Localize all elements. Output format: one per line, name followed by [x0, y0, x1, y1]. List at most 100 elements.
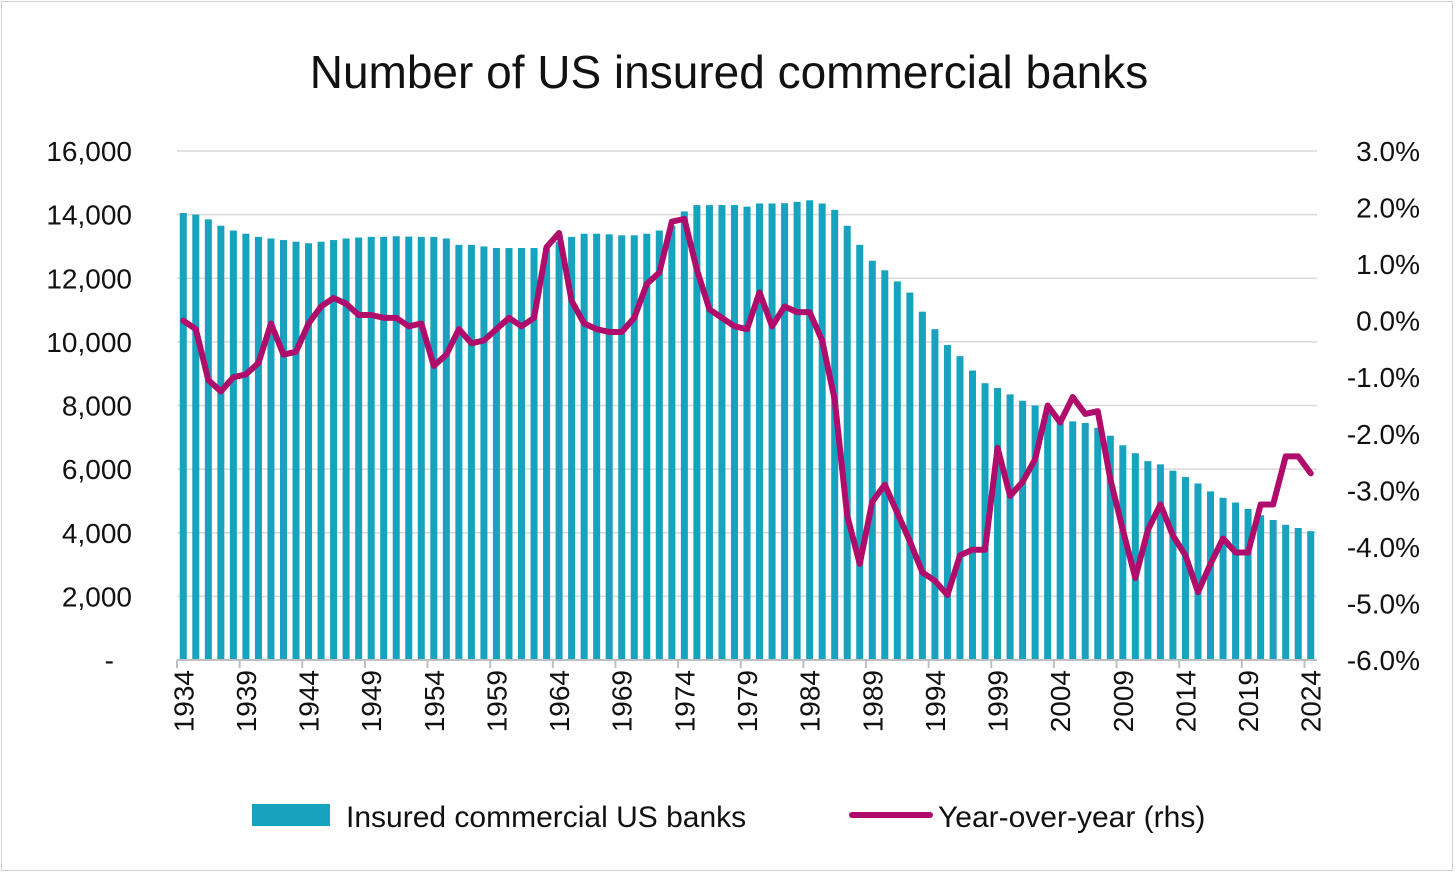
bar-1970	[630, 235, 638, 661]
bar-1955	[442, 238, 450, 661]
x-tick-label: 2019	[1233, 670, 1264, 732]
bar-1973	[668, 225, 676, 660]
x-tick-label: 2004	[1045, 670, 1076, 732]
y-tick-label-right: -6.0%	[1347, 645, 1420, 676]
y-tick-label-left: 12,000	[46, 263, 132, 294]
bar-2017	[1219, 497, 1227, 660]
y-tick-label-left: -	[105, 645, 114, 676]
bar-1962	[530, 248, 538, 660]
bar-2019	[1244, 508, 1252, 660]
bar-2005	[1069, 421, 1077, 660]
bar-1945	[317, 241, 325, 661]
y-tick-label-left: 6,000	[62, 454, 132, 485]
bar-1997	[968, 370, 977, 660]
bar-series	[179, 200, 1315, 661]
bar-1976	[705, 205, 713, 660]
bar-1963	[543, 248, 551, 660]
bar-2020	[1257, 515, 1265, 660]
chart-title: Number of US insured commercial banks	[310, 46, 1149, 98]
bar-2004	[1056, 416, 1064, 660]
bar-1941	[267, 238, 275, 661]
bar-2007	[1094, 427, 1102, 660]
bar-1984	[806, 200, 814, 660]
y-tick-label-left: 16,000	[46, 136, 132, 167]
bar-2006	[1081, 423, 1089, 660]
bar-2016	[1207, 491, 1215, 660]
x-tick-label: 2024	[1296, 670, 1327, 732]
y-tick-label-right: -5.0%	[1347, 588, 1420, 619]
legend-label-line: Year-over-year (rhs)	[938, 801, 1205, 834]
bar-2011	[1144, 461, 1152, 660]
bar-2013	[1169, 470, 1177, 660]
bar-1939	[242, 233, 250, 660]
y-tick-label-left: 8,000	[62, 391, 132, 422]
bar-1958	[480, 246, 488, 660]
bar-1998	[981, 383, 989, 660]
bar-1934	[179, 213, 187, 660]
x-tick-label: 1989	[857, 670, 888, 732]
bar-2001	[1019, 400, 1027, 660]
x-tick-label: 1954	[419, 670, 450, 732]
y-tick-label-right: -1.0%	[1347, 362, 1420, 393]
x-tick-label: 1969	[607, 670, 638, 732]
bar-1951	[392, 236, 400, 660]
bar-1988	[856, 244, 864, 660]
bar-1996	[956, 356, 964, 660]
bar-1940	[254, 236, 262, 660]
bar-2022	[1282, 524, 1290, 660]
bar-1943	[292, 241, 300, 661]
y-axis-left: - 2,000 4,000 6,000 8,000 10,000 12,000 14,000 1…	[46, 136, 132, 676]
bar-1964	[555, 241, 563, 661]
bar-1946	[330, 240, 338, 660]
bar-1980	[756, 203, 764, 661]
bar-1959	[492, 248, 500, 660]
bar-1942	[279, 240, 287, 660]
bar-1965	[568, 236, 576, 660]
y-tick-label-right: 3.0%	[1356, 136, 1420, 167]
bar-1991	[893, 281, 901, 660]
bar-1993	[918, 311, 926, 660]
bar-1936	[204, 219, 212, 660]
bar-2021	[1269, 520, 1277, 660]
legend-swatch-bars	[252, 804, 330, 826]
bar-2000	[1006, 394, 1014, 660]
legend: Insured commercial US banks Year-over-ye…	[252, 801, 1205, 834]
bar-1938	[229, 230, 237, 660]
bar-1957	[467, 244, 475, 660]
bar-1960	[505, 248, 513, 660]
y-tick-label-left: 2,000	[62, 581, 132, 612]
bar-1974	[680, 211, 688, 660]
bar-1944	[305, 243, 313, 660]
bar-1968	[605, 234, 613, 660]
bar-2018	[1232, 502, 1240, 660]
x-tick-label: 1994	[920, 670, 951, 732]
x-tick-label: 1964	[544, 670, 575, 732]
x-tick-label: 1949	[356, 670, 387, 732]
bar-1987	[843, 225, 851, 660]
bar-1971	[643, 233, 651, 660]
bar-1937	[217, 225, 225, 660]
x-tick-label: 1939	[231, 670, 262, 732]
x-tick-label: 1944	[294, 670, 325, 732]
bar-1947	[342, 238, 350, 661]
bar-1981	[768, 203, 776, 661]
bar-1989	[868, 260, 876, 660]
x-tick-label: 1974	[669, 670, 700, 732]
bar-1979	[743, 206, 751, 661]
y-tick-label-left: 14,000	[46, 200, 132, 231]
bar-1952	[405, 236, 413, 660]
legend-label-bars: Insured commercial US banks	[346, 801, 746, 834]
y-tick-label-right: 0.0%	[1356, 306, 1420, 337]
bar-1956	[455, 244, 463, 660]
bar-2009	[1119, 445, 1127, 660]
line-series	[180, 215, 1314, 598]
x-tick-label: 1984	[795, 670, 826, 732]
bar-1986	[831, 209, 839, 660]
bar-1953	[417, 236, 425, 660]
y-tick-label-right: 1.0%	[1356, 249, 1420, 280]
bar-2014	[1181, 477, 1189, 660]
bar-1982	[781, 203, 789, 661]
x-axis-ticks: 1934 1939 1944 1949 1954 1959 1964 1969 1974 1979…	[168, 670, 1326, 732]
bar-2003	[1044, 410, 1052, 660]
